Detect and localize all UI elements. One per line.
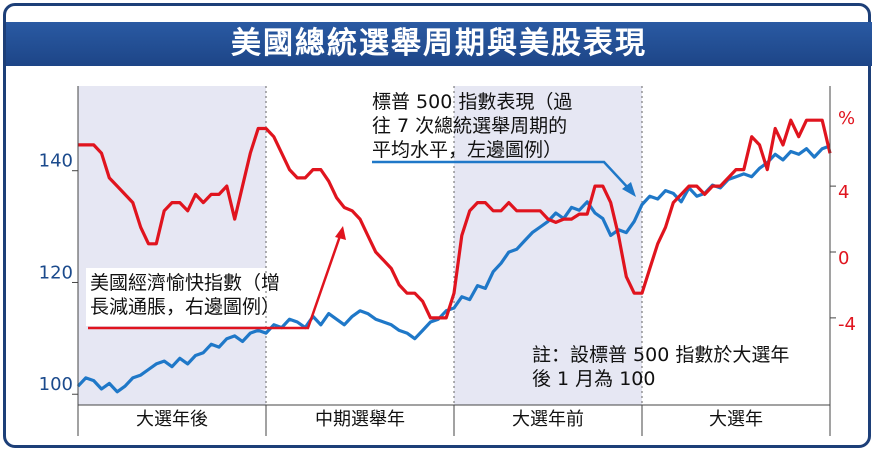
- chart-title: 美國總統選舉周期與美股表現: [231, 26, 647, 61]
- sp500-arrowhead: [622, 182, 636, 197]
- right-tick-label: -4: [838, 314, 856, 335]
- right-tick-label: 4: [838, 182, 849, 203]
- economy-annotation-bg: [86, 268, 316, 326]
- text-labels: 100 120 140 -4 0 4% 大選年後 中期選舉年 大選年前 大選年 標普 500 指數表…: [39, 91, 856, 430]
- left-tick-label: 120: [39, 262, 73, 283]
- left-tick-label: 140: [39, 151, 73, 172]
- phase-label: 中期選舉年: [315, 409, 405, 430]
- left-tick-label: 100: [39, 374, 73, 395]
- footnote-line: 後 1 月為 100: [532, 368, 655, 390]
- shaded-band-2: [454, 86, 642, 405]
- sp500-annotation-arrow: [372, 160, 631, 191]
- economy-arrowhead: [335, 226, 346, 240]
- phase-dividers: [265, 86, 643, 405]
- right-axis-unit: %: [838, 108, 855, 129]
- axes: [72, 86, 836, 436]
- shaded-phase-bands: [78, 86, 642, 405]
- economy-annotation-line: 長減通脹，右邊圖例）: [90, 296, 280, 318]
- sp500-annotation-line: 標普 500 指數表現（過: [372, 91, 572, 113]
- phase-label: 大選年: [709, 409, 763, 430]
- sp500-annotation-line: 平均水平，左邊圖例）: [372, 139, 562, 161]
- phase-label: 大選年後: [136, 409, 208, 430]
- economy-index-series-line: [78, 118, 832, 320]
- right-tick-label: 0: [838, 248, 849, 269]
- series-lines: [76, 118, 832, 394]
- shaded-band-0: [78, 86, 266, 405]
- title-banner: [6, 22, 872, 66]
- phase-label: 大選年前: [512, 409, 584, 430]
- economy-annotation-arrow: [88, 235, 342, 330]
- sp500-annotation-line: 往 7 次總統選舉周期的: [372, 115, 567, 137]
- economy-annotation-line: 美國經濟愉快指數（增: [90, 272, 280, 294]
- footnote-line: 註：設標普 500 指數於大選年: [532, 344, 789, 366]
